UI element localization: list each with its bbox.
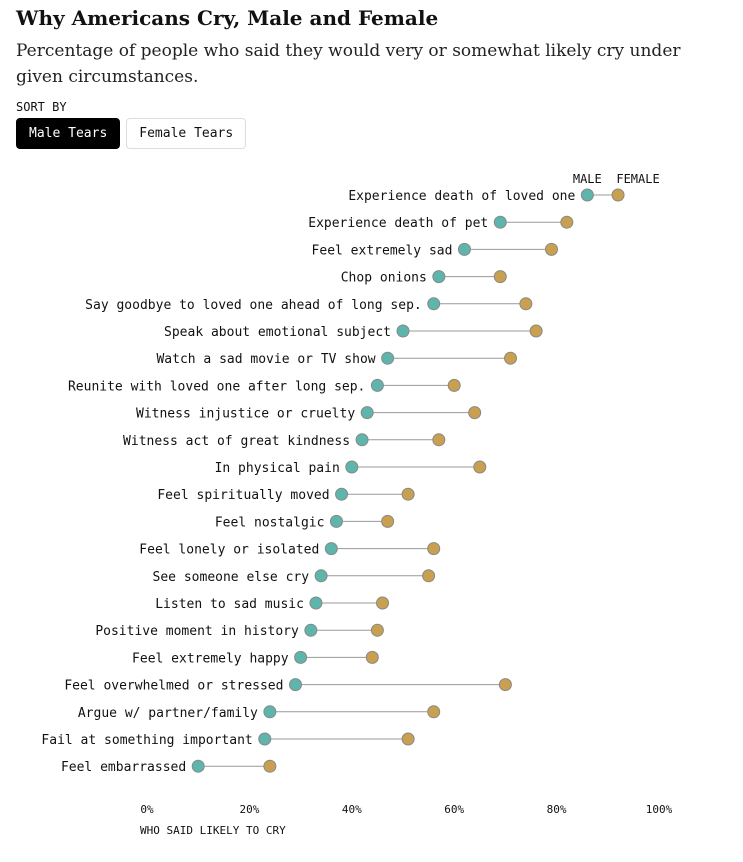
legend-male: MALE [573,172,602,186]
category-label: Chop onions [341,271,427,286]
female-dot [427,542,441,556]
female-dot [504,351,518,365]
chart-title: Why Americans Cry, Male and Female [16,6,439,30]
category-label: See someone else cry [153,570,310,585]
male-dot [324,542,338,556]
x-tick-label: 100% [646,803,673,816]
category-label: Reunite with loved one after long sep. [68,379,365,394]
category-label: Feel lonely or isolated [139,543,319,558]
female-dot [422,569,436,583]
male-dot [432,270,446,284]
dot-chart: Experience death of loved one MALE FEMALE E… [41,172,673,837]
x-axis-label: WHO SAID LIKELY TO CRY [140,824,286,837]
category-label: Witness injustice or cruelty [136,407,355,422]
female-dot [263,759,277,773]
category-label: Argue w/ partner/family [78,706,258,721]
category-label: Fail at something important [41,733,252,748]
male-dot [191,759,205,773]
x-tick-label: 0% [140,803,154,816]
female-dot [432,433,446,447]
female-dot [401,487,415,501]
sort-label: SORT BY [16,100,67,114]
female-dot [560,215,574,229]
category-label: Feel extremely happy [132,651,289,666]
female-dot [544,242,558,256]
female-dot [370,623,384,637]
x-tick-label: 20% [239,803,259,816]
x-tick-label: 60% [444,803,464,816]
sort-male-button[interactable]: Male Tears [16,118,121,149]
category-label: Feel overwhelmed or stressed [64,679,283,694]
male-dot [355,433,369,447]
category-label: Experience death of loved one [348,189,575,204]
female-dot [498,678,512,692]
female-dot [493,270,507,284]
chart-subtitle: Percentage of people who said they would… [16,41,681,87]
x-tick-label: 40% [342,803,362,816]
category-label: Experience death of pet [308,216,488,231]
female-dot [365,650,379,664]
category-label: In physical pain [215,461,340,476]
category-label: Feel spiritually moved [157,488,329,503]
male-dot [304,623,318,637]
female-dot [519,297,533,311]
female-dot [468,406,482,420]
female-dot [427,705,441,719]
category-label: Witness act of great kindness [123,434,350,449]
female-dot [529,324,543,338]
male-dot [329,514,343,528]
sort-female-button[interactable]: Female Tears [126,118,247,149]
male-dot [288,678,302,692]
male-dot [580,188,594,202]
female-dot [376,596,390,610]
category-label: Feel embarrassed [61,760,186,775]
male-dot [314,569,328,583]
female-dot [381,514,395,528]
female-dot [473,460,487,474]
male-dot [457,242,471,256]
male-dot [335,487,349,501]
category-label: Feel extremely sad [312,243,453,258]
male-dot [381,351,395,365]
category-label: Speak about emotional subject [164,325,391,340]
female-dot [401,732,415,746]
category-label: Watch a sad movie or TV show [156,352,375,367]
male-dot [493,215,507,229]
legend-female: FEMALE [616,172,659,186]
category-label: Positive moment in history [95,624,299,639]
male-dot [294,650,308,664]
male-dot [258,732,272,746]
category-label: Listen to sad music [155,597,304,612]
male-dot [309,596,323,610]
male-dot [427,297,441,311]
male-dot [360,406,374,420]
category-label: Feel nostalgic [215,515,325,530]
male-dot [370,378,384,392]
female-dot [447,378,461,392]
category-label: Say goodbye to loved one ahead of long s… [85,298,422,313]
female-dot [611,188,625,202]
male-dot [396,324,410,338]
male-dot [345,460,359,474]
male-dot [263,705,277,719]
x-tick-label: 80% [547,803,567,816]
